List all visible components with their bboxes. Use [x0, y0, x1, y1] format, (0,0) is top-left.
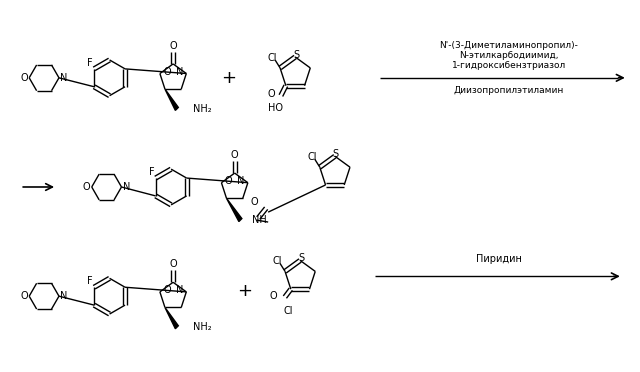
Text: N'-(3-Диметиламинопропил)-: N'-(3-Диметиламинопропил)- — [439, 41, 578, 50]
Text: O: O — [170, 259, 177, 269]
Text: Пиридин: Пиридин — [476, 254, 522, 264]
Text: S: S — [333, 149, 339, 159]
Text: N: N — [237, 176, 244, 186]
Text: O: O — [20, 73, 28, 83]
Text: N: N — [176, 67, 183, 77]
Text: O: O — [163, 67, 171, 77]
Text: N: N — [60, 291, 68, 301]
Text: O: O — [269, 291, 276, 301]
Polygon shape — [227, 198, 242, 222]
Text: Cl: Cl — [268, 53, 277, 63]
Text: N: N — [123, 182, 130, 192]
Text: O: O — [170, 41, 177, 51]
Text: O: O — [231, 150, 239, 160]
Text: +: + — [221, 69, 236, 87]
Text: Cl: Cl — [307, 152, 317, 162]
Text: N: N — [176, 285, 183, 295]
Text: N: N — [60, 73, 68, 83]
Polygon shape — [165, 89, 179, 110]
Text: +: + — [237, 282, 252, 300]
Text: S: S — [293, 50, 300, 60]
Text: O: O — [163, 285, 171, 295]
Text: O: O — [250, 197, 258, 207]
Text: N-этилкарбодиимид,: N-этилкарбодиимид, — [459, 51, 558, 60]
Text: O: O — [267, 89, 275, 99]
Text: F: F — [149, 167, 154, 177]
Text: O: O — [225, 176, 232, 186]
Text: 1-гидроксибензтриазол: 1-гидроксибензтриазол — [451, 61, 566, 70]
Text: Диизопропилэтиламин: Диизопропилэтиламин — [453, 86, 564, 95]
Text: HO: HO — [268, 103, 284, 113]
Text: Cl: Cl — [273, 256, 282, 266]
Text: F: F — [87, 58, 93, 68]
Text: NH₂: NH₂ — [193, 104, 211, 114]
Text: F: F — [87, 276, 93, 286]
Polygon shape — [165, 307, 179, 329]
Text: Cl: Cl — [283, 306, 292, 316]
Text: NH: NH — [252, 215, 267, 225]
Text: S: S — [298, 253, 304, 263]
Text: O: O — [83, 182, 91, 192]
Text: NH₂: NH₂ — [193, 322, 211, 332]
Text: O: O — [20, 291, 28, 301]
